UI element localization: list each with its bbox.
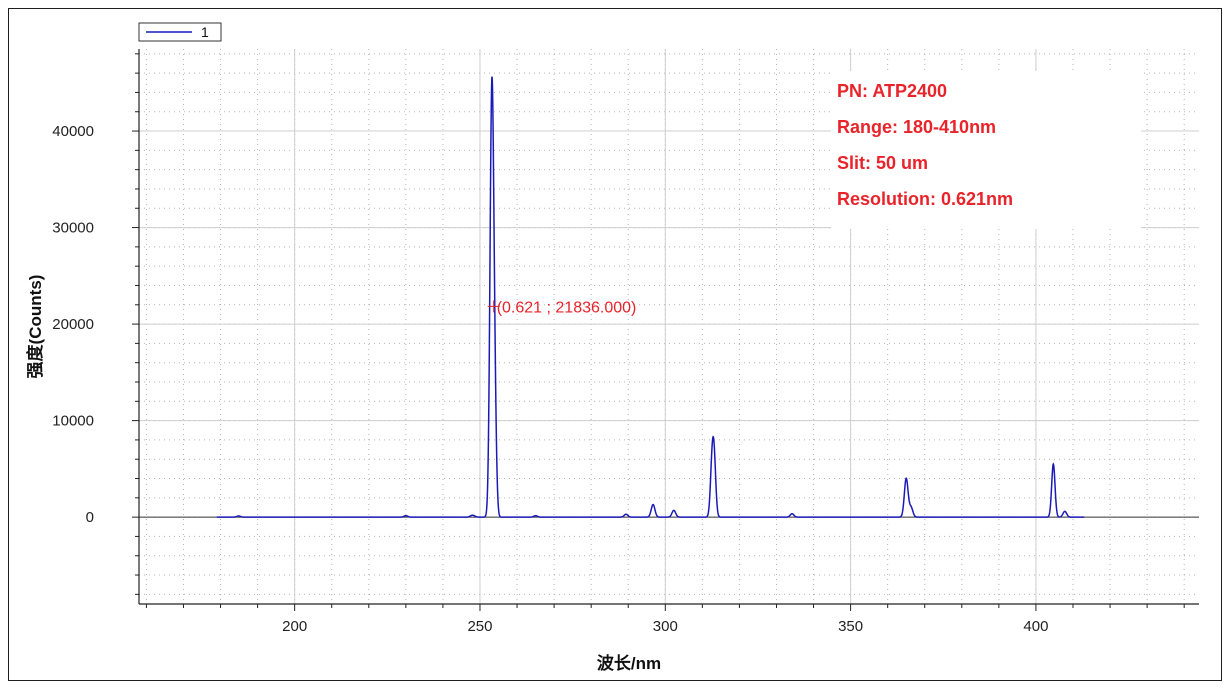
y-tick-label: 10000 <box>52 413 94 430</box>
series-line-1 <box>216 76 1085 518</box>
info-resolution: Resolution: 0.621nm <box>837 189 1013 209</box>
x-axis-label: 波长/nm <box>597 653 661 673</box>
chart-svg: 200 250 300 350 400 0 10000 20000 30000 40000 波长… <box>25 22 1199 673</box>
legend[interactable]: 1 <box>138 22 222 42</box>
x-tick-label: 250 <box>467 618 492 635</box>
x-tick-label: 400 <box>1023 618 1048 635</box>
marker-readout-label: (0.621 ; 21836.000) <box>497 299 637 316</box>
info-range: Range: 180-410nm <box>837 117 996 137</box>
y-axis-label: 强度(Counts) <box>25 275 45 379</box>
x-tick-label: 200 <box>282 618 307 635</box>
y-axis-ticks: 0 10000 20000 30000 40000 <box>52 53 139 595</box>
x-axis-ticks: 200 250 300 350 400 <box>145 604 1185 635</box>
y-tick-label: 30000 <box>52 220 94 237</box>
info-slit: Slit: 50 um <box>837 153 928 173</box>
legend-entry-label: 1 <box>201 24 209 40</box>
y-tick-label: 40000 <box>52 123 94 140</box>
series-layer <box>216 76 1085 518</box>
info-pn: PN: ATP2400 <box>837 81 947 101</box>
cursor-marker[interactable]: (0.621 ; 21836.000) <box>487 299 637 316</box>
y-tick-label: 20000 <box>52 316 94 333</box>
y-tick-label: 0 <box>86 509 94 526</box>
x-tick-label: 300 <box>653 618 678 635</box>
x-tick-label: 350 <box>838 618 863 635</box>
info-box: PN: ATP2400 Range: 180-410nm Slit: 50 um… <box>831 71 1141 229</box>
info-box-background <box>831 71 1141 229</box>
axes <box>138 49 1199 605</box>
chart-window: 200 250 300 350 400 0 10000 20000 30000 40000 波长… <box>8 8 1222 681</box>
